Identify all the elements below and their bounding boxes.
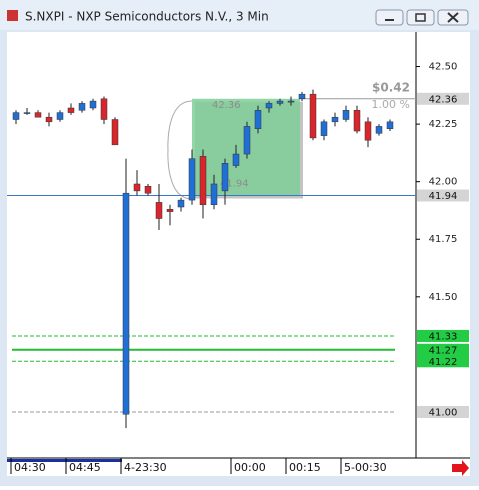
level-label: 41.22 — [429, 357, 458, 368]
level-label: 41.94 — [429, 191, 458, 202]
maximize-icon — [415, 13, 426, 22]
candle-body — [34, 112, 42, 118]
level-label-box — [417, 405, 469, 418]
candle-body — [12, 112, 20, 120]
candle-body — [111, 119, 119, 146]
candle-body — [331, 116, 339, 123]
scroll-right-arrow[interactable] — [452, 460, 469, 476]
x-tick-label: 4-23:30 — [124, 461, 167, 474]
candle-body — [243, 126, 251, 155]
x-tick-label: 00:15 — [289, 461, 321, 474]
candle-body — [133, 183, 141, 192]
y-tick-label: 42.50 — [429, 62, 458, 73]
candle-body — [166, 209, 174, 212]
measure-change-label: $0.42 — [372, 80, 410, 94]
level-label-box — [417, 189, 469, 202]
x-tick-label: 04:30 — [14, 461, 46, 474]
y-tick-label: 41.75 — [429, 234, 458, 245]
level-label: 42.36 — [429, 94, 458, 105]
candle-body — [353, 110, 361, 132]
level-label: 41.27 — [429, 345, 458, 356]
candle-body — [78, 103, 86, 111]
level-label-box — [417, 92, 469, 105]
measure-from-label: 41.94 — [220, 178, 249, 189]
candle-body — [287, 100, 295, 103]
close-icon — [447, 12, 459, 23]
candle-body — [375, 126, 383, 134]
candle-body — [386, 121, 394, 129]
x-tick-label: 04:45 — [69, 461, 101, 474]
minimize-button[interactable] — [375, 9, 404, 26]
candle-body — [276, 100, 284, 104]
candle-body — [155, 202, 163, 219]
y-tick-label: 41.50 — [429, 292, 458, 303]
measure-pct-label: 1.00 % — [372, 98, 410, 111]
candle-body — [364, 121, 372, 141]
level-label-box — [417, 355, 469, 368]
candle-body — [199, 156, 207, 205]
candle-body — [232, 153, 240, 166]
measure-to-label: 42.36 — [212, 100, 241, 111]
x-tick-label: 00:00 — [234, 461, 266, 474]
candle-body — [177, 199, 185, 208]
candle-body — [210, 183, 218, 205]
y-tick-label: 42.25 — [429, 119, 458, 130]
level-label: 41.33 — [429, 331, 458, 342]
level-label-box — [417, 329, 469, 342]
candle-body — [254, 110, 262, 129]
candle-body — [320, 121, 328, 136]
level-label: 41.00 — [429, 407, 458, 418]
candle-body — [67, 107, 75, 113]
candle-body — [144, 186, 152, 194]
measure-bracket — [167, 100, 193, 200]
candle-body — [298, 93, 306, 100]
candle-body — [89, 100, 97, 109]
candle-body — [45, 116, 53, 123]
scroll-indicator — [7, 459, 122, 462]
candle-body — [265, 103, 273, 109]
x-tick-label: 5-00:30 — [344, 461, 387, 474]
level-label-box — [417, 343, 469, 356]
candle-body — [100, 98, 108, 120]
app-icon — [7, 10, 18, 21]
maximize-button[interactable] — [406, 9, 435, 26]
window-title: S.NXPI - NXP Semiconductors N.V., 3 Min — [25, 10, 269, 24]
y-tick-label: 42.00 — [429, 177, 458, 188]
candle-body — [221, 163, 229, 192]
candle-body — [342, 110, 350, 120]
candle-body — [23, 112, 31, 114]
candle-body — [188, 158, 196, 201]
candle-body — [122, 192, 130, 415]
candle-body — [56, 112, 64, 120]
candle-body — [309, 93, 317, 139]
